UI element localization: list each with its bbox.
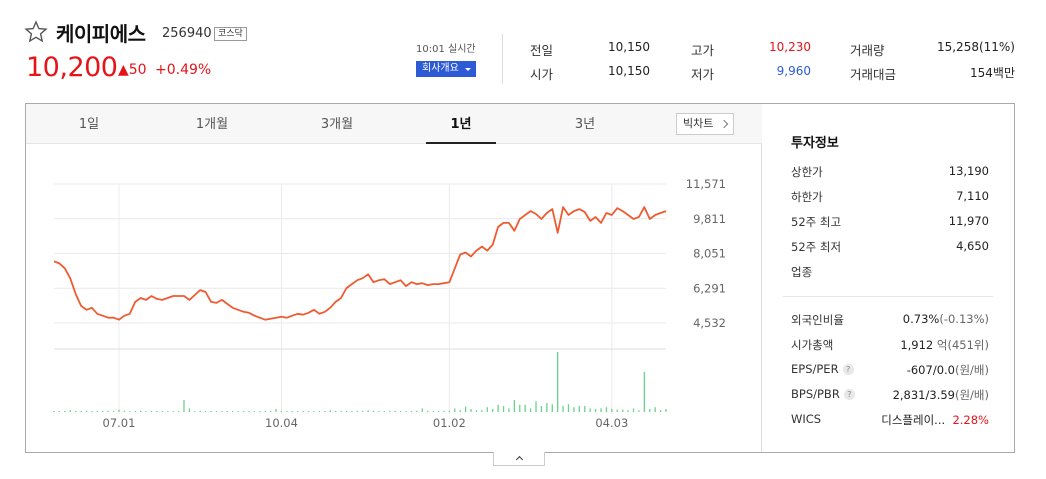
amount-label: 거래대금	[850, 67, 897, 82]
lower-limit-row: 하한가 7,110	[791, 189, 989, 207]
high-label: 고가	[691, 43, 715, 58]
foreign-ratio-value: 0.73%(-0.13%)	[903, 312, 989, 326]
eps-per-unit: (원/배)	[954, 363, 989, 377]
52w-low-value: 4,650	[956, 239, 989, 253]
wics-row: WICS 디스플레이... 2.28%	[791, 412, 989, 430]
chart-area: 1일 1개월 3개월 1년 3년 빅차트 11,571 9,811 8,051 6,2…	[26, 104, 762, 452]
open-label: 시가	[530, 67, 554, 82]
bps-pbr-label-wrap: BPS/PBR?	[791, 387, 855, 401]
chevron-right-icon	[719, 119, 729, 129]
eps-per-number: -607/0.0	[906, 363, 955, 377]
foreign-ratio-label: 외국인비율	[791, 313, 844, 327]
high-value: 10,230	[769, 40, 811, 54]
x-tick-label: 10.04	[265, 416, 298, 430]
low-value: 9,960	[776, 64, 811, 78]
market-cap-label: 시가총액	[791, 338, 834, 352]
market-badge: 코스닥	[214, 27, 247, 41]
industry-row: 업종	[791, 264, 989, 282]
company-overview-label: 회사개요	[422, 63, 459, 74]
x-tick-label: 07.01	[103, 416, 136, 430]
x-tick-label: 04.03	[595, 416, 628, 430]
bps-pbr-row: BPS/PBR? 2,831/3.59(원/배)	[791, 387, 989, 405]
foreign-ratio-number: 0.73%	[902, 312, 940, 326]
lower-limit-label: 하한가	[791, 190, 823, 204]
upper-limit-label: 상한가	[791, 165, 823, 179]
price-line	[53, 206, 667, 321]
eps-per-label: EPS/PER	[791, 362, 839, 376]
52w-high-label: 52주 최고	[791, 215, 842, 229]
help-icon[interactable]: ?	[843, 389, 855, 400]
help-icon[interactable]: ?	[842, 364, 854, 375]
y-tick-label: 9,811	[693, 212, 726, 226]
y-tick-label: 4,532	[693, 316, 726, 330]
collapse-chart-button[interactable]	[493, 452, 545, 466]
investment-info-title: 투자정보	[791, 136, 839, 151]
market-cap-value: 1,912 억(451위)	[900, 337, 989, 353]
low-label: 저가	[691, 67, 715, 82]
tab-1year[interactable]: 1년	[426, 104, 496, 144]
volume-label: 거래량	[850, 43, 885, 58]
tab-1day[interactable]: 1일	[78, 117, 100, 132]
upper-limit-row: 상한가 13,190	[791, 164, 989, 182]
wics-change: 2.28%	[952, 413, 989, 427]
chart-panel: 1일 1개월 3개월 1년 3년 빅차트 11,571 9,811 8,051 6,2…	[25, 103, 1015, 453]
52w-low-row: 52주 최저 4,650	[791, 239, 989, 257]
upper-limit-value: 13,190	[948, 164, 989, 178]
realtime-label: 10:01 실시간	[416, 44, 476, 55]
52w-high-value: 11,970	[948, 214, 989, 228]
chevron-up-icon	[515, 455, 524, 464]
52w-low-label: 52주 최저	[791, 240, 842, 254]
y-tick-label: 11,571	[686, 177, 726, 191]
volume-value: 15,258(11%)	[936, 40, 1015, 54]
open-value: 10,150	[608, 64, 650, 78]
foreign-ratio-row: 외국인비율 0.73%(-0.13%)	[791, 312, 989, 330]
company-overview-button[interactable]: 회사개요	[416, 61, 476, 77]
stock-header: 케이피에스 256940 코스닥 10,200 ▲50 +0.49% 10:01…	[0, 0, 1046, 100]
period-tabs: 1일 1개월 3개월 1년 3년 빅차트	[26, 104, 762, 144]
eps-per-value: -607/0.0(원/배)	[907, 362, 989, 378]
amount-value: 154백만	[970, 66, 1015, 80]
y-tick-label: 8,051	[693, 247, 726, 261]
price-change: ▲50	[118, 62, 147, 78]
wics-value: 디스플레이... 2.28%	[881, 412, 989, 428]
wics-label: WICS	[791, 412, 822, 426]
tab-1month[interactable]: 1개월	[195, 117, 229, 132]
divider	[502, 34, 503, 84]
caret-down-icon	[465, 68, 471, 71]
eps-per-label-wrap: EPS/PER?	[791, 362, 854, 376]
divider	[783, 296, 993, 297]
x-tick-label: 01.02	[433, 416, 466, 430]
bps-pbr-value: 2,831/3.59(원/배)	[893, 387, 989, 403]
prev-close-value: 10,150	[608, 40, 650, 54]
big-chart-label: 빅차트	[683, 117, 714, 130]
y-tick-label: 6,291	[693, 281, 726, 295]
tab-3year[interactable]: 3년	[574, 117, 596, 132]
stock-code: 256940	[162, 26, 212, 41]
bps-pbr-label: BPS/PBR	[791, 387, 840, 401]
lower-limit-value: 7,110	[956, 189, 989, 203]
eps-per-row: EPS/PER? -607/0.0(원/배)	[791, 362, 989, 380]
wics-sector[interactable]: 디스플레이...	[881, 413, 946, 427]
market-cap-number: 1,912	[900, 338, 934, 352]
investment-info-panel: 투자정보 상한가 13,190 하한가 7,110 52주 최고 11,970 …	[763, 104, 1014, 452]
bps-pbr-number: 2,831/3.59	[892, 388, 955, 402]
52w-high-row: 52주 최고 11,970	[791, 214, 989, 232]
prev-close-label: 전일	[530, 43, 554, 58]
stock-name: 케이피에스	[56, 22, 146, 46]
market-cap-rank: 억(451위)	[936, 338, 989, 352]
price-chart: 11,571 9,811 8,051 6,291 4,532 07.01 10.04 01.0…	[53, 177, 726, 430]
big-chart-button[interactable]: 빅차트	[676, 113, 734, 135]
price-change-percent: +0.49%	[155, 62, 212, 78]
favorite-star-icon[interactable]	[24, 20, 48, 44]
foreign-ratio-change: (-0.13%)	[939, 312, 989, 326]
market-cap-row: 시가총액 1,912 억(451위)	[791, 337, 989, 355]
tab-3month[interactable]: 3개월	[320, 117, 354, 132]
industry-label: 업종	[791, 265, 813, 279]
bps-pbr-unit: (원/배)	[954, 388, 989, 402]
current-price: 10,200	[26, 52, 118, 83]
